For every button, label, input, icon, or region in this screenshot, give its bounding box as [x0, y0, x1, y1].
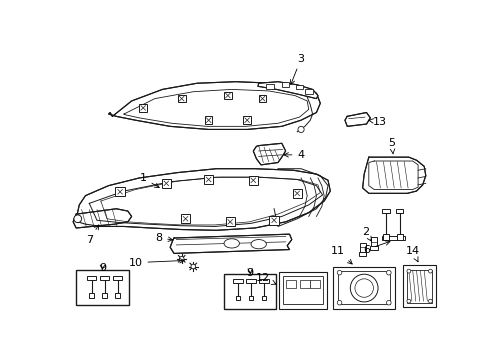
- Bar: [281, 82, 289, 87]
- Bar: [225, 217, 234, 226]
- Text: 14: 14: [405, 246, 419, 262]
- Bar: [395, 209, 403, 213]
- Text: 10: 10: [128, 258, 184, 267]
- Bar: [102, 293, 107, 298]
- Bar: [115, 187, 124, 197]
- Bar: [381, 209, 389, 213]
- Circle shape: [427, 299, 431, 303]
- Polygon shape: [344, 112, 369, 126]
- Text: 9: 9: [246, 267, 253, 278]
- Text: 3: 3: [290, 54, 304, 84]
- Text: 11: 11: [330, 246, 351, 264]
- Circle shape: [386, 300, 390, 305]
- Ellipse shape: [250, 239, 266, 249]
- Circle shape: [427, 269, 431, 273]
- Bar: [162, 179, 171, 188]
- Circle shape: [354, 279, 373, 297]
- Circle shape: [406, 269, 410, 273]
- Text: 5: 5: [387, 138, 395, 154]
- Bar: [310, 280, 319, 288]
- Polygon shape: [362, 157, 425, 193]
- Bar: [403, 265, 435, 307]
- Bar: [87, 276, 96, 280]
- Circle shape: [190, 264, 195, 269]
- Bar: [233, 279, 242, 283]
- Bar: [333, 266, 394, 309]
- Bar: [358, 252, 366, 256]
- Bar: [266, 84, 274, 89]
- Bar: [300, 280, 309, 288]
- Circle shape: [179, 256, 183, 261]
- Polygon shape: [108, 82, 320, 130]
- Bar: [76, 270, 128, 305]
- Bar: [269, 216, 278, 225]
- Ellipse shape: [224, 239, 239, 248]
- Circle shape: [349, 274, 377, 302]
- Bar: [279, 272, 326, 309]
- Bar: [224, 274, 276, 309]
- Bar: [235, 296, 240, 300]
- Bar: [246, 279, 255, 283]
- Circle shape: [386, 270, 390, 275]
- Bar: [113, 276, 122, 280]
- Bar: [203, 175, 213, 184]
- Circle shape: [337, 300, 341, 305]
- Bar: [370, 237, 377, 247]
- Bar: [248, 296, 253, 300]
- Polygon shape: [257, 82, 317, 99]
- Polygon shape: [253, 143, 285, 165]
- Bar: [100, 276, 109, 280]
- Bar: [181, 214, 190, 223]
- Bar: [243, 116, 250, 124]
- Text: 2: 2: [362, 227, 371, 241]
- Text: 12: 12: [255, 273, 276, 284]
- Circle shape: [406, 299, 410, 303]
- Bar: [286, 280, 295, 288]
- Text: 7: 7: [85, 225, 99, 244]
- Bar: [259, 279, 268, 283]
- Bar: [359, 243, 365, 252]
- Bar: [248, 176, 257, 185]
- Bar: [115, 293, 120, 298]
- Polygon shape: [74, 169, 329, 230]
- Text: 9: 9: [99, 263, 106, 273]
- Circle shape: [337, 270, 341, 275]
- Text: 4: 4: [284, 150, 304, 160]
- Bar: [258, 95, 266, 103]
- Bar: [224, 92, 231, 99]
- Circle shape: [297, 126, 304, 132]
- Polygon shape: [170, 234, 291, 253]
- Bar: [305, 89, 312, 94]
- Bar: [295, 85, 303, 89]
- Bar: [396, 234, 402, 240]
- Bar: [89, 293, 94, 298]
- Text: 6: 6: [362, 241, 389, 255]
- Bar: [292, 189, 301, 198]
- Text: 1: 1: [140, 173, 159, 188]
- Text: 13: 13: [368, 117, 386, 127]
- Bar: [261, 296, 266, 300]
- Bar: [337, 271, 389, 304]
- Polygon shape: [73, 209, 131, 228]
- Text: 8: 8: [155, 233, 172, 243]
- Bar: [381, 236, 404, 240]
- Bar: [204, 116, 212, 124]
- Circle shape: [74, 215, 81, 222]
- Bar: [382, 234, 388, 240]
- Bar: [369, 247, 377, 250]
- Bar: [283, 276, 323, 304]
- Bar: [178, 95, 185, 103]
- Bar: [407, 270, 431, 303]
- Bar: [139, 104, 147, 112]
